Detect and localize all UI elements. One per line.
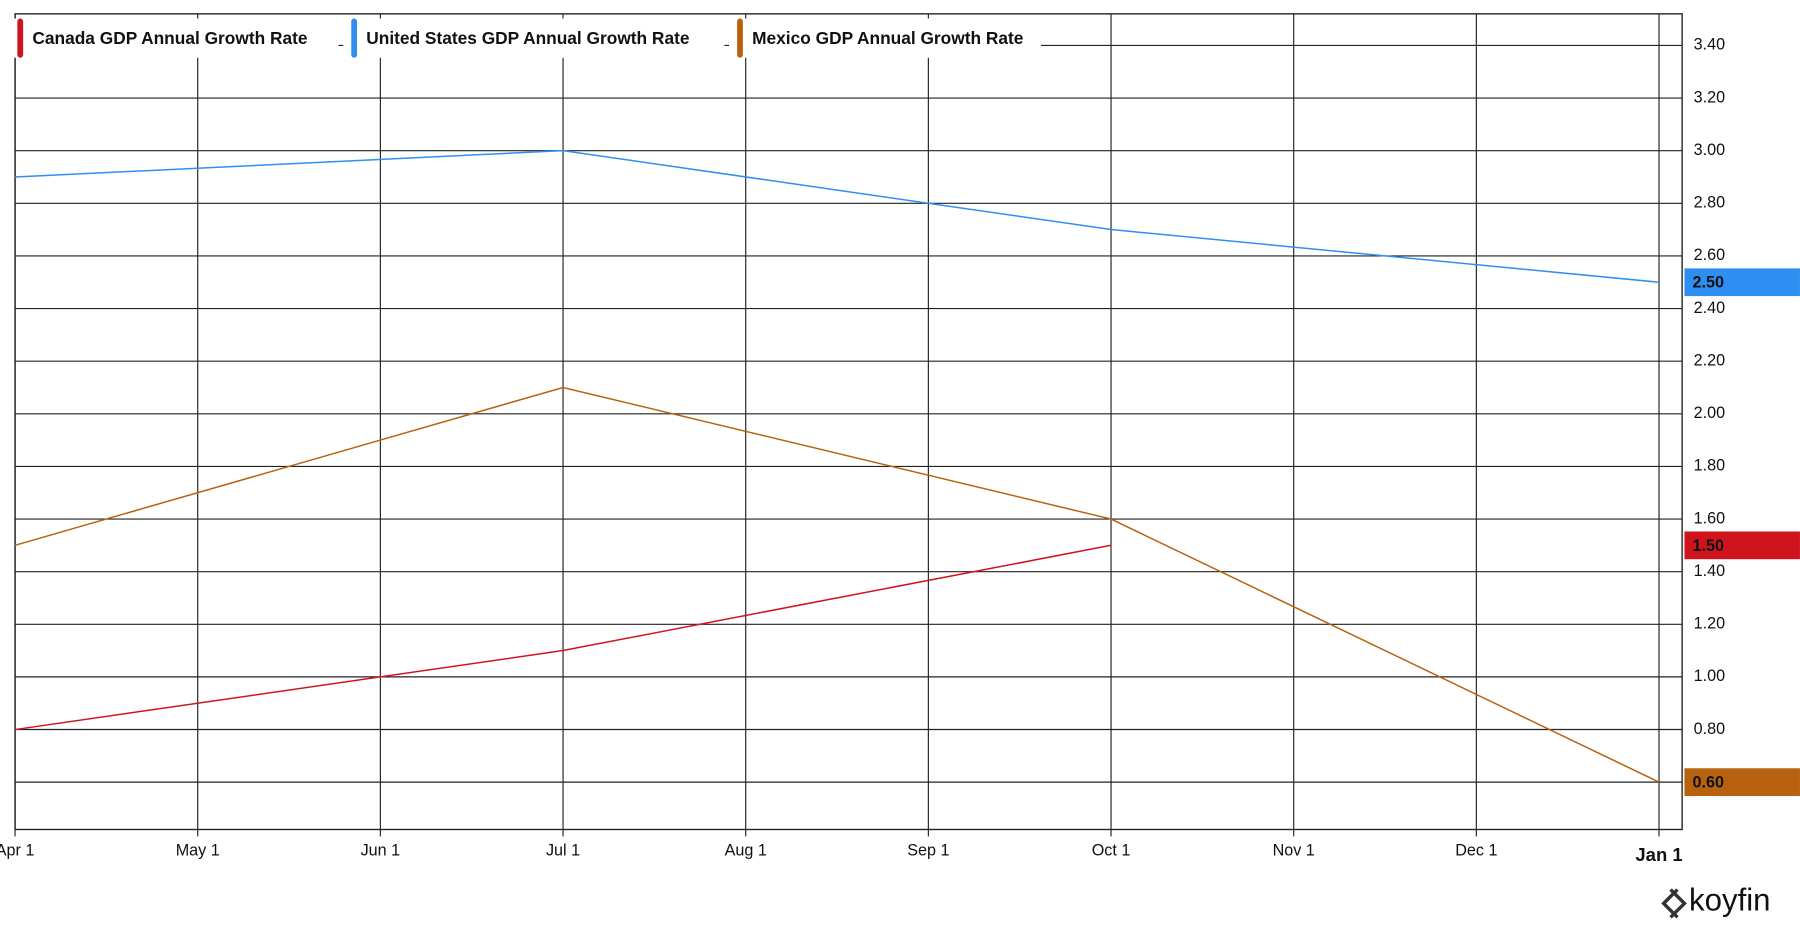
y-tick-label: 2.40 <box>1694 299 1725 317</box>
legend-label: Canada GDP Annual Growth Rate <box>32 28 307 48</box>
x-tick-label: May 1 <box>176 842 220 860</box>
series-line <box>14 544 1112 731</box>
legend-bg <box>9 18 339 58</box>
y-tick-label: 2.00 <box>1694 404 1725 422</box>
y-tick-label: 1.40 <box>1694 562 1725 580</box>
x-tick-label: Sep 1 <box>907 842 949 860</box>
brand: koyfin <box>1661 883 1771 919</box>
series-line <box>15 149 1660 283</box>
y-tick-label: 1.00 <box>1694 667 1725 685</box>
y-tick-label: 0.80 <box>1694 720 1725 738</box>
x-tick-label: Jan 1 <box>1635 844 1682 865</box>
y-tick-label: 2.60 <box>1694 246 1725 264</box>
series-line <box>14 386 1660 783</box>
plot-frame <box>14 13 1683 831</box>
y-tick-label: 1.80 <box>1694 457 1725 475</box>
legend-label: Mexico GDP Annual Growth Rate <box>752 28 1024 48</box>
x-tick-label: Nov 1 <box>1273 842 1315 860</box>
y-tick-label: 3.40 <box>1694 36 1725 54</box>
legend-swatch <box>351 18 358 58</box>
x-tick-label: Aug 1 <box>725 842 767 860</box>
y-tick-label: 3.20 <box>1694 88 1725 106</box>
legend-bg <box>729 18 1041 58</box>
x-tick-label: Dec 1 <box>1455 842 1497 860</box>
x-tick-label: Apr 1 <box>0 842 34 860</box>
legend-swatch <box>17 18 24 58</box>
y-tick-label: 2.80 <box>1694 194 1725 212</box>
brand-text: koyfin <box>1689 883 1770 918</box>
x-tick-label: Jun 1 <box>361 842 401 860</box>
last-value-label: 2.50 <box>1693 274 1724 292</box>
x-tick-label: Oct 1 <box>1092 842 1131 860</box>
last-value-badge <box>1684 768 1800 796</box>
last-value-badge <box>1684 268 1800 297</box>
y-tick-label: 3.00 <box>1694 141 1725 159</box>
last-value-badge <box>1684 531 1800 560</box>
legend-bg <box>343 18 725 58</box>
last-value-label: 1.50 <box>1693 537 1724 555</box>
y-tick-label: 1.60 <box>1694 509 1725 527</box>
y-tick-label: 2.20 <box>1694 351 1725 369</box>
y-tick-label: 1.20 <box>1694 615 1725 633</box>
brand-icon <box>1661 888 1687 919</box>
legend-swatch <box>737 18 743 58</box>
legend-label: United States GDP Annual Growth Rate <box>366 28 690 48</box>
last-value-label: 0.60 <box>1693 774 1724 792</box>
x-tick-label: Jul 1 <box>546 842 580 860</box>
